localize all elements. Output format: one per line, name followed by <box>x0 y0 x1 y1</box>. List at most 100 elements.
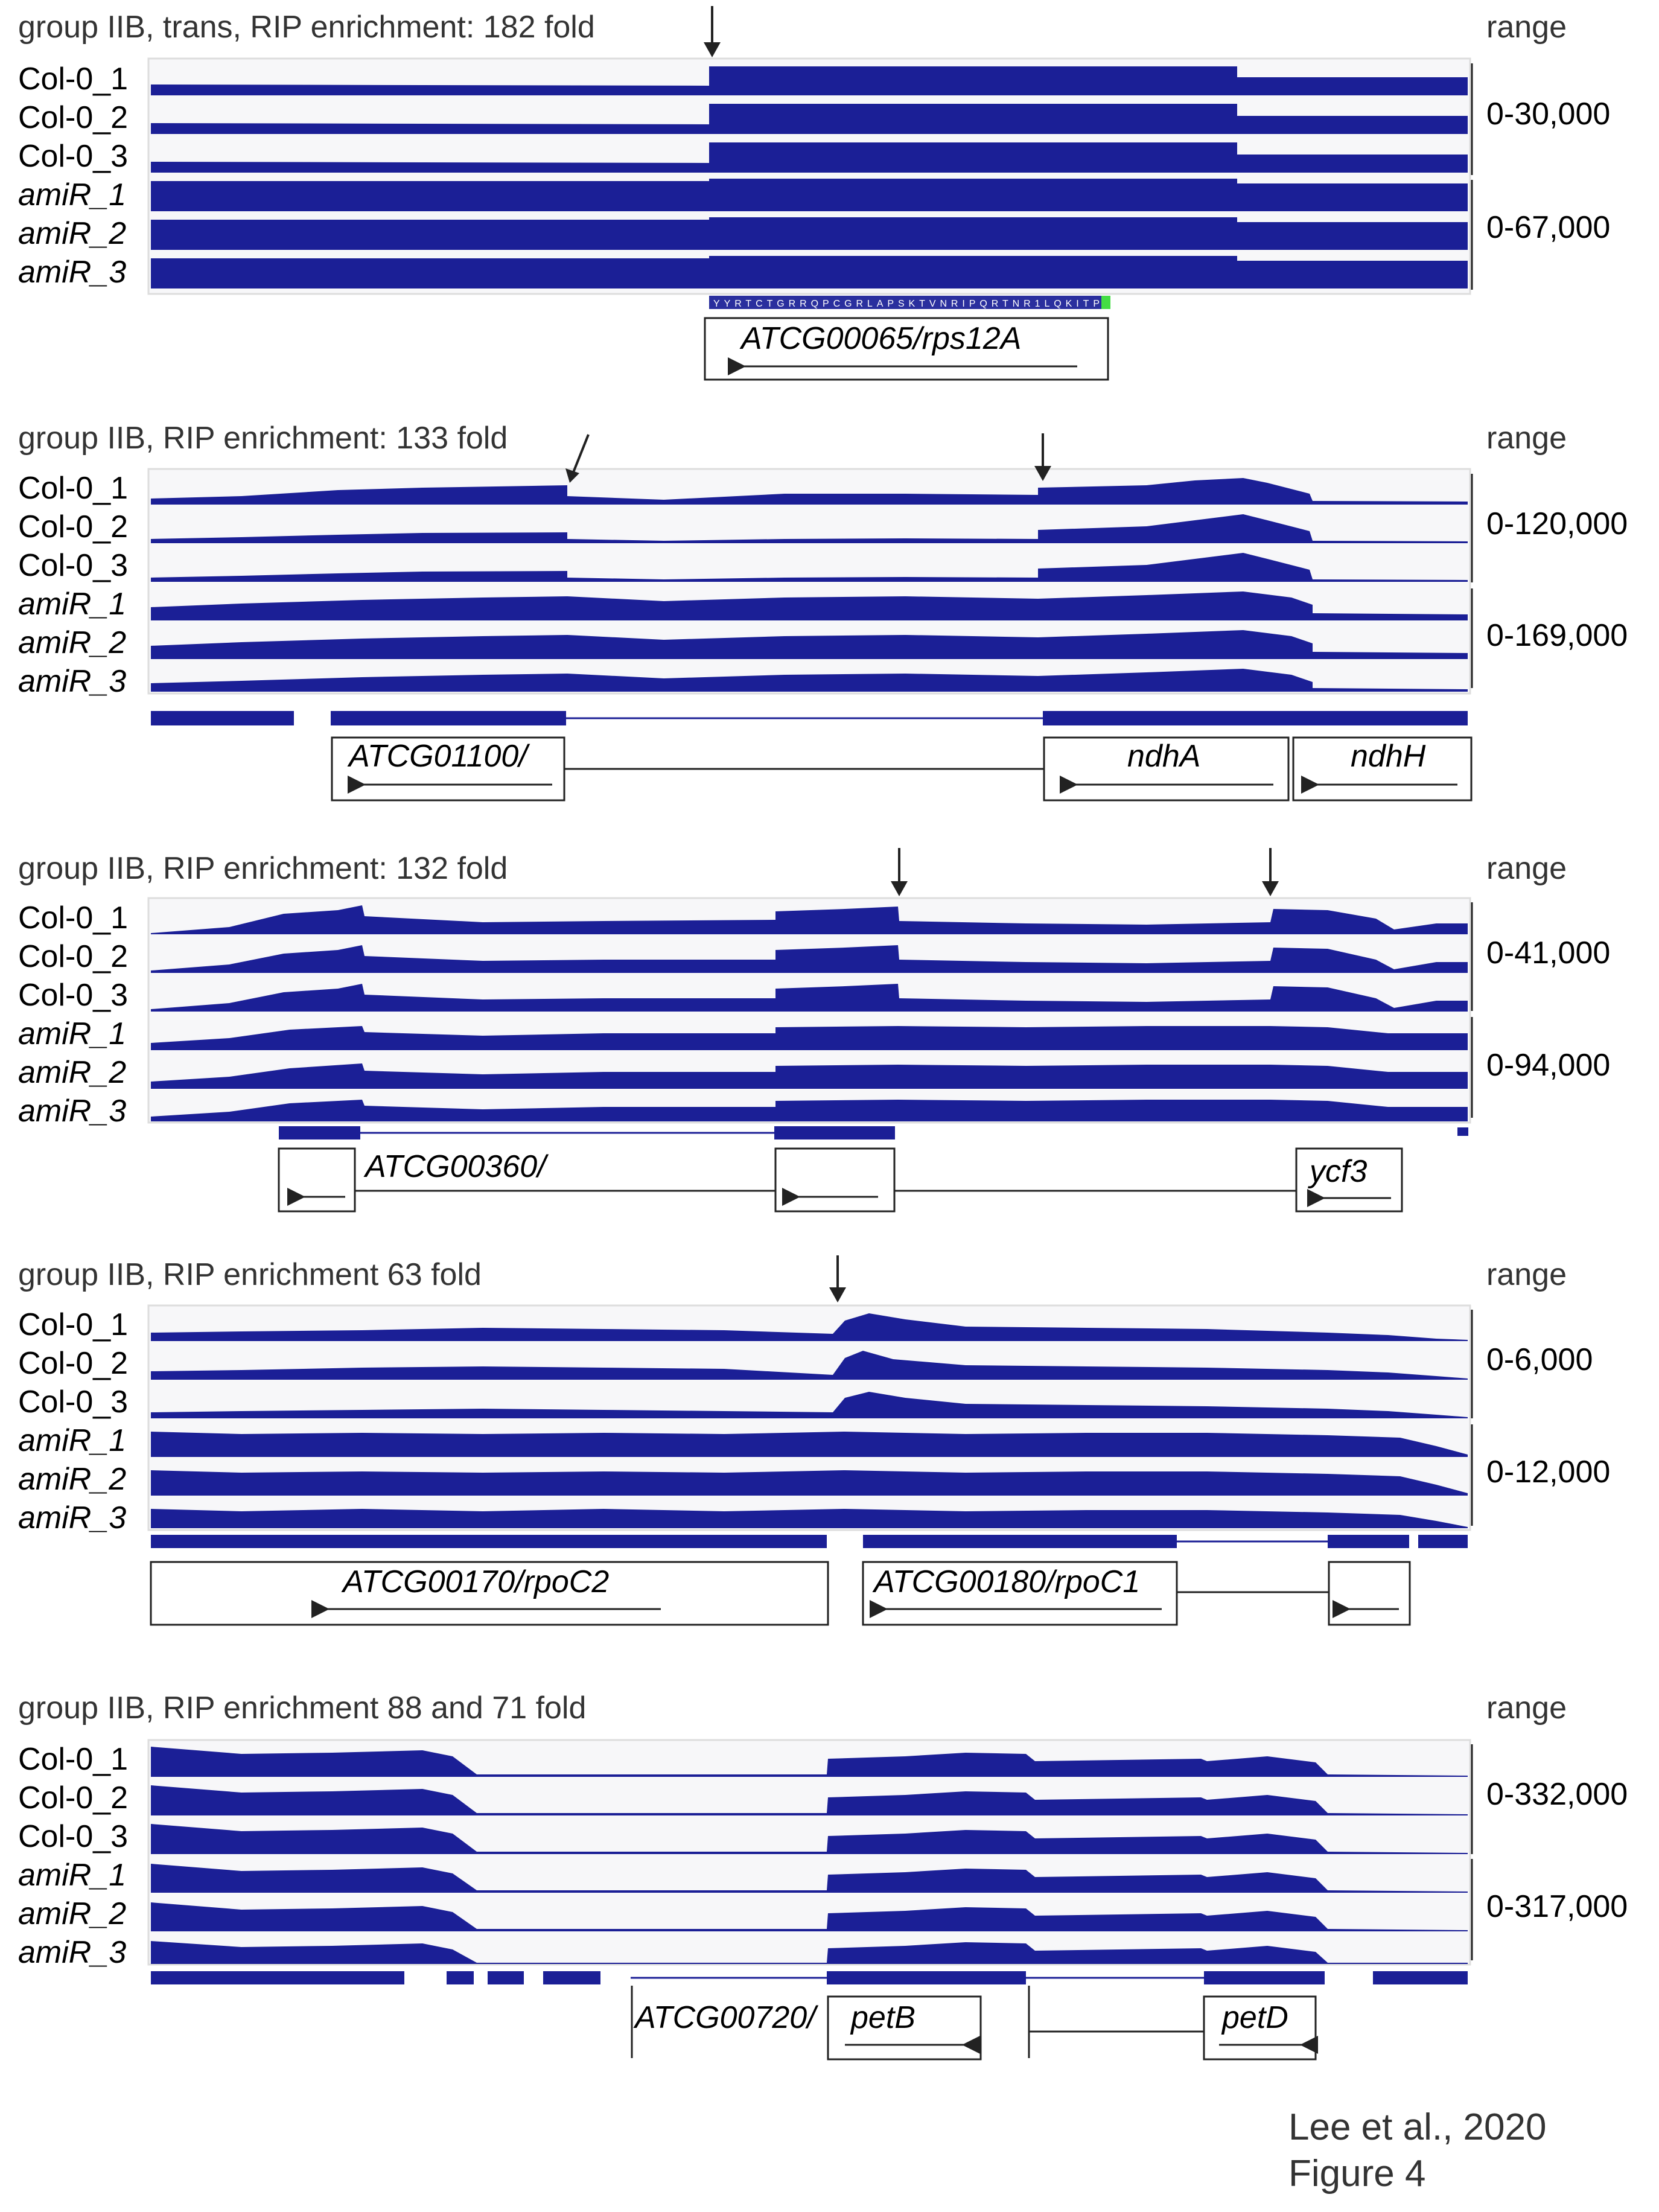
gene-label: ndhA <box>1127 739 1200 774</box>
coverage-amir-2 <box>151 1063 1468 1089</box>
gene-box <box>1292 736 1473 802</box>
gene-box <box>827 1995 982 2061</box>
exon-block <box>1418 1535 1468 1548</box>
track-label: amiR_3 <box>18 1500 126 1535</box>
panel-3-title: group IIB, RIP enrichment: 132 fold <box>18 851 508 886</box>
gene-label: petB <box>850 2000 915 2035</box>
gene-box <box>704 317 1109 381</box>
track-label: amiR_3 <box>18 255 126 290</box>
gene-label: ATCG00065/rps12A <box>739 321 1021 356</box>
down-arrow-icon <box>704 6 721 57</box>
coverage-amir-3 <box>151 1100 1468 1121</box>
gene-box <box>150 1561 829 1626</box>
gene-box <box>862 1561 1178 1626</box>
coverage-amir-3 <box>151 669 1468 692</box>
coverage-col0-3 <box>151 984 1468 1012</box>
panel-4: group IIB, RIP enrichment 63 fold range … <box>18 1255 1610 1626</box>
track-label: amiR_1 <box>18 1016 126 1051</box>
protein-sequence-bar <box>709 296 1110 309</box>
panel-1-track-frame <box>147 57 1471 295</box>
panel-3: group IIB, RIP enrichment: 132 fold rang… <box>18 848 1610 1213</box>
coverage-amir-1 <box>151 591 1468 620</box>
gene-label: ATCG00720/ <box>633 2000 818 2035</box>
track-label: Col-0_1 <box>18 1742 128 1777</box>
exon-block <box>1373 1971 1468 1984</box>
coverage-amir-2 <box>151 1470 1468 1496</box>
track-label: Col-0_2 <box>18 509 128 544</box>
coverage-col0-3 <box>151 142 1468 173</box>
coverage-col0-1 <box>151 478 1468 505</box>
exon-block <box>827 1971 1026 1984</box>
range-value-col0: 0-6,000 <box>1486 1342 1593 1377</box>
exon-block <box>774 1126 895 1139</box>
down-arrow-icon <box>1034 433 1051 481</box>
down-arrow-icon <box>829 1255 846 1302</box>
coverage-col0-3 <box>151 1824 1468 1854</box>
exon-block <box>151 1971 404 1984</box>
exon-block <box>1043 711 1468 725</box>
track-label: Col-0_3 <box>18 1819 128 1854</box>
coverage-amir-3 <box>151 1509 1468 1528</box>
panel-5: group IIB, RIP enrichment 88 and 71 fold… <box>18 1691 1628 2061</box>
range-value-amir: 0-317,000 <box>1486 1889 1628 1924</box>
track-label: Col-0_1 <box>18 900 128 935</box>
panel-2-title: group IIB, RIP enrichment: 133 fold <box>18 421 508 456</box>
coverage-col0-1 <box>151 1313 1468 1341</box>
track-label: amiR_2 <box>18 216 126 251</box>
track-label: Col-0_3 <box>18 139 128 174</box>
exon-block <box>488 1971 524 1984</box>
range-value-amir: 0-169,000 <box>1486 618 1628 653</box>
gene-box <box>1043 736 1290 802</box>
gene-box <box>1328 1561 1411 1626</box>
range-value-col0: 0-41,000 <box>1486 935 1610 971</box>
range-value-amir: 0-94,000 <box>1486 1048 1610 1083</box>
citation: Lee et al., 2020 <box>1288 2106 1546 2148</box>
gene-box <box>331 736 565 802</box>
panel-2: group IIB, RIP enrichment: 133 fold rang… <box>18 421 1628 802</box>
track-label: amiR_3 <box>18 1094 126 1129</box>
gene-box <box>1203 1995 1317 2061</box>
coverage-amir-1 <box>151 1864 1468 1893</box>
range-value-col0: 0-120,000 <box>1486 506 1628 541</box>
track-label: Col-0_1 <box>18 62 128 97</box>
track-label: amiR_3 <box>18 664 126 699</box>
track-label: Col-0_2 <box>18 939 128 974</box>
diagonal-arrow-icon <box>565 434 590 483</box>
coverage-col0-1 <box>151 905 1468 934</box>
exon-block <box>1457 1127 1468 1136</box>
range-value-amir: 0-67,000 <box>1486 210 1610 245</box>
gene-label: ndhH <box>1351 739 1426 774</box>
coverage-col0-2 <box>151 945 1468 973</box>
coverage-amir-1 <box>151 179 1468 211</box>
exon-block <box>151 711 294 725</box>
panel-1: group IIB, trans, RIP enrichment: 182 fo… <box>18 6 1610 381</box>
exon-block <box>543 1971 600 1984</box>
start-codon-marker <box>1101 296 1110 309</box>
exon-block <box>279 1126 360 1139</box>
exon-block <box>447 1971 474 1984</box>
down-arrow-icon <box>891 848 908 896</box>
track-label: Col-0_3 <box>18 548 128 583</box>
track-label: Col-0_1 <box>18 471 128 506</box>
coverage-amir-1 <box>151 1432 1468 1457</box>
panel-5-title: group IIB, RIP enrichment 88 and 71 fold <box>18 1691 586 1726</box>
track-label: amiR_1 <box>18 1858 126 1893</box>
range-value-col0: 0-332,000 <box>1486 1777 1628 1812</box>
panel-1-title: group IIB, trans, RIP enrichment: 182 fo… <box>18 10 595 45</box>
track-label: amiR_1 <box>18 177 126 212</box>
track-label: amiR_2 <box>18 1462 126 1497</box>
gene-label: ycf3 <box>1308 1154 1367 1189</box>
panel-2-range-header: range <box>1486 421 1567 456</box>
exon-block <box>1204 1971 1325 1984</box>
coverage-amir-2 <box>151 1902 1468 1931</box>
gene-label: ATCG00360/ <box>363 1149 549 1184</box>
track-label: amiR_1 <box>18 1423 126 1458</box>
track-label: Col-0_2 <box>18 1346 128 1381</box>
coverage-col0-3 <box>151 1392 1468 1418</box>
panel-4-range-header: range <box>1486 1257 1567 1292</box>
gene-label: ATCG01100/ <box>347 739 530 774</box>
track-label: Col-0_1 <box>18 1307 128 1342</box>
gene-label: petD <box>1221 2000 1288 2035</box>
track-label: amiR_2 <box>18 1055 126 1090</box>
